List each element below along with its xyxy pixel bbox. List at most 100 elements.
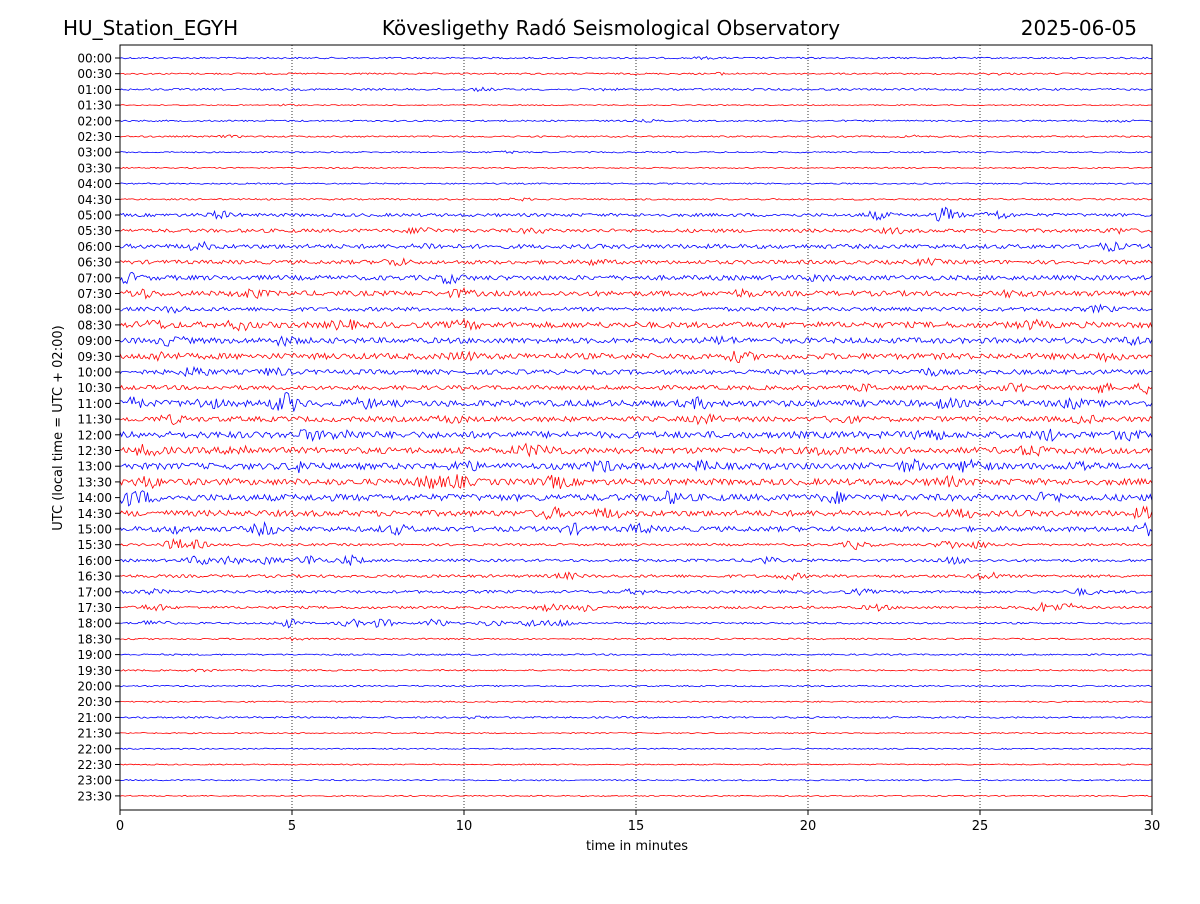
x-tick-label: 0 — [116, 819, 124, 834]
trace-row — [119, 391, 1153, 412]
y-tick-label: 10:00 — [77, 366, 112, 380]
y-tick-label: 05:30 — [77, 224, 112, 238]
trace-row — [119, 490, 1153, 507]
trace-row — [119, 240, 1153, 253]
y-tick-label: 18:00 — [77, 617, 112, 631]
trace-row — [119, 554, 1153, 566]
trace-row — [119, 335, 1153, 348]
trace-row — [119, 458, 1153, 474]
trace-row — [119, 317, 1153, 332]
y-tick-label: 23:30 — [77, 789, 112, 803]
x-tick-label: 30 — [1144, 819, 1161, 834]
y-tick-label: 16:30 — [77, 570, 112, 584]
trace-row — [119, 763, 1153, 766]
y-tick-label: 13:30 — [77, 475, 112, 489]
x-tick-label: 10 — [456, 819, 473, 834]
y-tick-label: 12:00 — [77, 428, 112, 442]
y-tick-label: 00:30 — [77, 67, 112, 81]
trace-row — [119, 303, 1153, 314]
y-tick-label: 16:00 — [77, 554, 112, 568]
y-tick-label: 22:00 — [77, 742, 112, 756]
y-tick-label: 11:00 — [77, 397, 112, 411]
y-tick-label: 20:30 — [77, 695, 112, 709]
trace-row — [119, 732, 1153, 735]
y-tick-label: 07:00 — [77, 271, 112, 285]
x-tick-label: 20 — [800, 819, 817, 834]
y-tick-label: 17:30 — [77, 601, 112, 615]
trace-row — [119, 537, 1153, 551]
trace-row — [119, 286, 1153, 300]
y-tick-label: 15:00 — [77, 523, 112, 537]
y-tick-label: 00:00 — [77, 52, 112, 66]
y-tick-label: 18:30 — [77, 632, 112, 646]
trace-row — [119, 182, 1153, 185]
y-tick-label: 21:00 — [77, 711, 112, 725]
x-axis-label: time in minutes — [586, 839, 688, 854]
station-title: HU_Station_EGYH — [63, 16, 238, 40]
x-tick-label: 5 — [288, 819, 296, 834]
y-tick-label: 02:30 — [77, 130, 112, 144]
y-tick-label: 19:00 — [77, 648, 112, 662]
trace-row — [119, 226, 1153, 235]
trace-row — [119, 56, 1153, 61]
trace-row — [120, 618, 1153, 629]
y-tick-label: 13:00 — [77, 460, 112, 474]
trace-row — [119, 86, 1153, 93]
x-tick-label: 25 — [972, 819, 989, 834]
trace-row — [119, 520, 1153, 537]
x-tick-label: 15 — [628, 819, 645, 834]
trace-row — [119, 197, 1153, 202]
trace-row — [119, 571, 1153, 581]
trace-row — [119, 715, 1153, 720]
trace-row — [119, 103, 1153, 107]
y-tick-label: 22:30 — [77, 758, 112, 772]
trace-row — [119, 474, 1153, 490]
trace-row — [119, 206, 1153, 222]
trace-row — [119, 653, 1153, 656]
trace-row — [119, 428, 1153, 443]
trace-row — [119, 779, 1153, 782]
y-tick-label: 14:30 — [77, 507, 112, 521]
y-tick-label: 09:00 — [77, 334, 112, 348]
trace-row — [119, 350, 1153, 364]
trace-row — [119, 257, 1153, 267]
y-tick-label: 03:00 — [77, 146, 112, 160]
trace-row — [119, 413, 1153, 426]
y-tick-label: 17:00 — [77, 585, 112, 599]
trace-row — [119, 636, 1153, 642]
observatory-title: Kövesligethy Radó Seismological Observat… — [382, 16, 840, 40]
trace-row — [119, 505, 1153, 521]
y-tick-label: 09:30 — [77, 350, 112, 364]
trace-row — [119, 747, 1153, 750]
y-axis-label: UTC (local time = UTC + 02:00) — [51, 325, 66, 530]
y-tick-label: 03:30 — [77, 161, 112, 175]
trace-row — [119, 150, 1153, 155]
y-tick-label: 21:30 — [77, 727, 112, 741]
y-tick-label: 01:00 — [77, 83, 112, 97]
y-tick-label: 04:00 — [77, 177, 112, 191]
trace-row — [119, 71, 1153, 76]
y-tick-label: 05:00 — [77, 209, 112, 223]
y-tick-label: 08:30 — [77, 318, 112, 332]
trace-row — [119, 166, 1153, 170]
trace-row — [119, 442, 1153, 458]
seismic-traces — [119, 56, 1153, 797]
y-tick-label: 14:00 — [77, 491, 112, 505]
y-tick-label: 11:30 — [77, 413, 112, 427]
trace-row — [119, 587, 1153, 597]
date-title: 2025-06-05 — [1021, 16, 1137, 40]
y-tick-label: 02:00 — [77, 114, 112, 128]
y-tick-label: 20:00 — [77, 680, 112, 694]
trace-row — [119, 668, 1153, 673]
trace-row — [119, 684, 1153, 688]
y-tick-label: 04:30 — [77, 193, 112, 207]
trace-row — [119, 794, 1153, 797]
trace-row — [119, 134, 1153, 139]
y-tick-label: 12:30 — [77, 444, 112, 458]
trace-row — [119, 601, 1153, 613]
plot-frame — [119, 44, 1153, 811]
y-tick-label: 10:30 — [77, 381, 112, 395]
y-tick-label: 08:00 — [77, 303, 112, 317]
